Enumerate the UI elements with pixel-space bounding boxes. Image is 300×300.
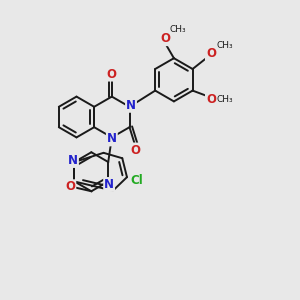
Text: CH₃: CH₃ (217, 95, 233, 104)
Text: N: N (126, 99, 136, 112)
Text: N: N (68, 154, 78, 167)
Text: CH₃: CH₃ (217, 41, 233, 50)
Text: O: O (130, 143, 140, 157)
Text: O: O (65, 180, 75, 193)
Text: O: O (160, 32, 170, 45)
Text: N: N (107, 132, 117, 146)
Text: CH₃: CH₃ (169, 25, 186, 34)
Text: N: N (104, 178, 114, 191)
Text: O: O (206, 47, 216, 61)
Text: Cl: Cl (131, 174, 143, 187)
Text: O: O (206, 92, 216, 106)
Text: O: O (107, 68, 117, 81)
